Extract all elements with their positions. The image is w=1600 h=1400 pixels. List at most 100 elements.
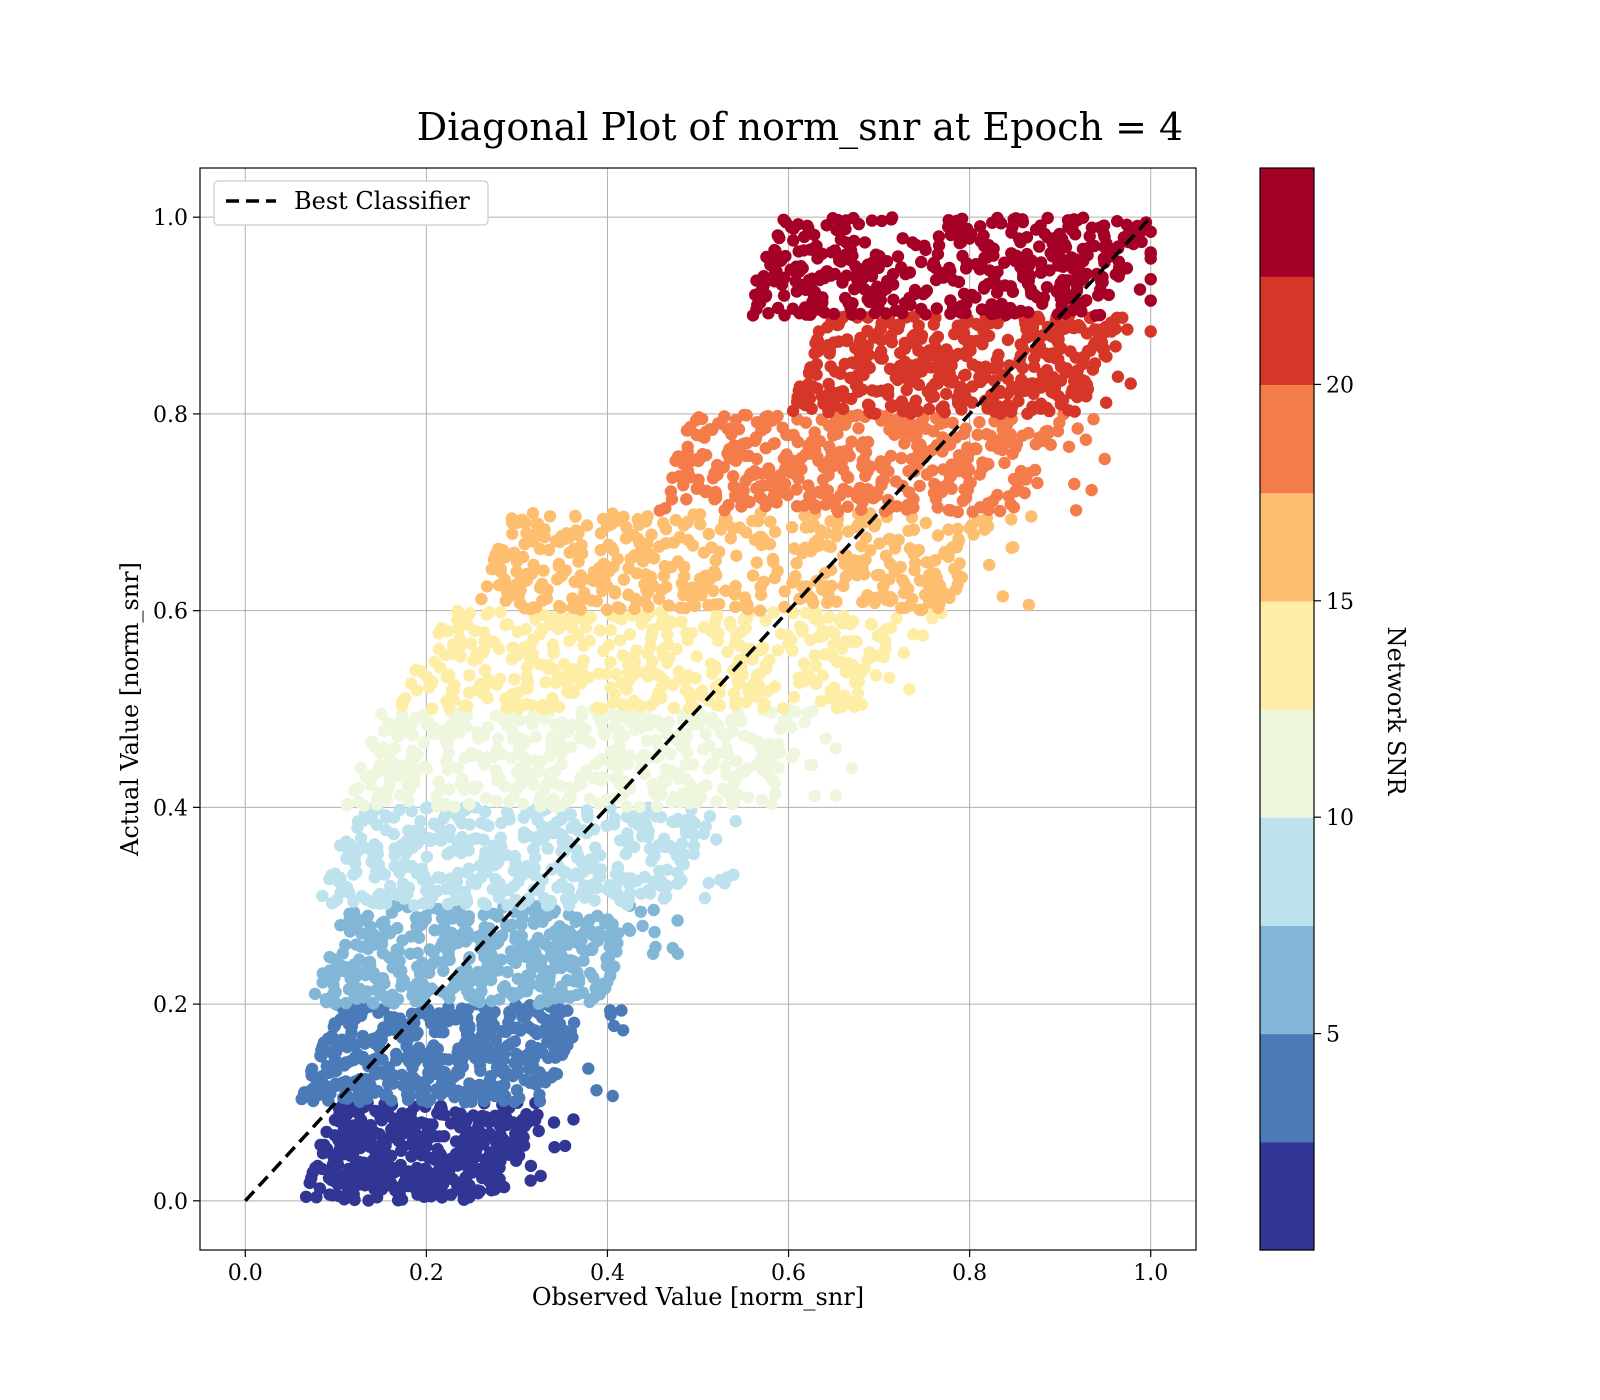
scatter-point — [670, 642, 683, 656]
scatter-point — [790, 557, 803, 570]
scatter-point — [333, 1143, 346, 1157]
scatter-point — [820, 596, 834, 609]
scatter-point — [792, 245, 805, 258]
scatter-point — [461, 1012, 474, 1025]
scatter-point — [1010, 249, 1023, 262]
scatter-point — [919, 243, 932, 257]
scatter-point — [476, 1023, 489, 1036]
scatter-point — [463, 798, 476, 811]
scatter-point — [786, 644, 799, 657]
scatter-point — [1088, 336, 1102, 350]
scatter-point — [919, 516, 933, 530]
scatter-point — [702, 876, 715, 890]
scatter-point — [345, 1026, 358, 1039]
scatter-point — [314, 1138, 327, 1152]
scatter-point — [529, 1078, 543, 1091]
scatter-point — [583, 792, 597, 805]
scatter-point — [326, 1157, 340, 1171]
scatter-point — [811, 533, 824, 547]
scatter-point — [361, 957, 374, 970]
scatter-point — [805, 758, 819, 772]
scatter-point — [506, 516, 519, 530]
scatter-point — [686, 758, 700, 771]
scatter-point — [1040, 281, 1054, 294]
scatter-point — [411, 748, 425, 761]
scatter-point — [1046, 237, 1059, 250]
scatter-point — [750, 482, 763, 495]
scatter-point — [344, 1127, 357, 1141]
scatter-point — [753, 604, 767, 617]
scatter-point — [361, 942, 375, 955]
scatter-point — [685, 698, 698, 711]
scatter-point — [426, 702, 439, 715]
scatter-point — [773, 722, 787, 735]
scatter-point — [852, 385, 865, 398]
colorbar-segment — [1260, 276, 1314, 385]
scatter-point — [677, 479, 690, 492]
scatter-point — [642, 670, 655, 683]
colorbar-segment — [1260, 384, 1314, 494]
scatter-point — [866, 384, 879, 397]
scatter-point — [1135, 235, 1148, 249]
scatter-point — [902, 464, 915, 478]
scatter-point — [727, 687, 740, 700]
scatter-point — [691, 452, 704, 466]
scatter-point — [604, 681, 617, 694]
scatter-point — [589, 841, 602, 854]
scatter-point — [858, 236, 872, 249]
scatter-point — [664, 840, 677, 853]
scatter-point — [450, 875, 464, 888]
scatter-point — [852, 422, 865, 435]
scatter-point — [353, 982, 367, 996]
scatter-point — [558, 1139, 572, 1153]
scatter-point — [939, 356, 952, 370]
scatter-point — [677, 581, 690, 594]
scatter-point — [846, 659, 859, 672]
scatter-point — [909, 238, 923, 252]
scatter-point — [763, 537, 777, 551]
scatter-point — [420, 762, 434, 775]
scatter-point — [480, 580, 494, 593]
scatter-point — [859, 469, 872, 483]
scatter-point — [432, 1063, 445, 1077]
scatter-point — [913, 603, 926, 616]
scatter-point — [834, 489, 847, 502]
scatter-point — [351, 821, 364, 834]
scatter-point — [852, 357, 866, 371]
scatter-point — [486, 882, 500, 896]
scatter-point — [575, 677, 588, 690]
scatter-point — [501, 618, 515, 631]
scatter-point — [963, 521, 976, 535]
scatter-point — [838, 557, 851, 570]
scatter-point — [439, 648, 452, 661]
plot-area — [199, 167, 1197, 1251]
scatter-point — [641, 647, 654, 661]
scatter-point — [505, 751, 518, 765]
scatter-point — [991, 488, 1004, 502]
scatter-point — [757, 575, 770, 588]
scatter-point — [382, 1077, 395, 1091]
scatter-point — [821, 484, 835, 497]
scatter-point — [846, 371, 859, 385]
scatter-point — [798, 509, 811, 522]
scatter-point — [441, 763, 454, 776]
scatter-point — [336, 1039, 349, 1052]
scatter-point — [829, 365, 842, 378]
scatter-point — [376, 1136, 389, 1150]
scatter-point — [825, 692, 838, 705]
colorbar-label: Network SNR — [1382, 627, 1410, 797]
scatter-point — [620, 810, 634, 823]
scatter-point — [379, 1089, 392, 1102]
scatter-point — [607, 884, 620, 897]
scatter-point — [624, 552, 637, 566]
scatter-point — [703, 810, 717, 823]
scatter-point — [334, 960, 347, 974]
scatter-point — [619, 847, 633, 861]
scatter-point — [697, 743, 710, 756]
colorbar-tick-label: 10 — [1326, 806, 1354, 831]
scatter-point — [877, 587, 890, 601]
scatter-point — [493, 993, 506, 1006]
scatter-point — [1022, 598, 1036, 612]
scatter-point — [448, 800, 461, 813]
scatter-point — [490, 937, 503, 950]
